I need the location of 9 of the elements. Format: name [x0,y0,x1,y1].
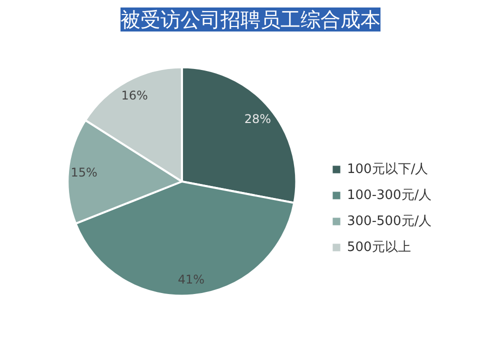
data-label: 15% [70,165,98,180]
data-label: 28% [244,112,271,126]
chart-title: 被受访公司招聘员工综合成本 [120,8,380,32]
legend-label: 500元以上 [347,239,411,256]
legend-label: 300-500元/人 [347,213,432,230]
data-label: 16% [121,88,148,102]
legend-label: 100元以下/人 [347,161,428,178]
data-label: 41% [178,272,205,286]
legend-label: 100-300元/人 [347,187,432,204]
